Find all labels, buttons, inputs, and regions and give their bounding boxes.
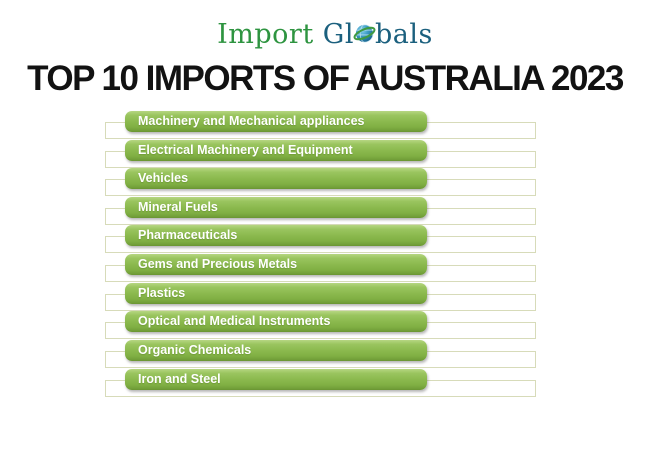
bar-chart: Machinery and Mechanical appliances Elec… [0,111,650,411]
table-row: Electrical Machinery and Equipment [0,140,650,169]
table-row: Optical and Medical Instruments [0,311,650,340]
table-row: Vehicles [0,168,650,197]
page-title: TOP 10 IMPORTS OF AUSTRALIA 2023 [27,59,624,98]
bar-pharmaceuticals: Pharmaceuticals [125,225,427,246]
logo-text-bals: bals [375,19,433,50]
table-row: Iron and Steel [0,369,650,398]
table-row: Mineral Fuels [0,197,650,226]
bar-machinery: Machinery and Mechanical appliances [125,111,427,132]
logo-text-gl: Gl [313,19,354,50]
bar-organic-chemicals: Organic Chemicals [125,340,427,361]
bar-mineral-fuels: Mineral Fuels [125,197,427,218]
table-row: Organic Chemicals [0,340,650,369]
table-row: Machinery and Mechanical appliances [0,111,650,140]
bar-plastics: Plastics [125,283,427,304]
globe-icon [353,20,376,43]
logo-text-import: Import [217,19,314,50]
brand-logo: Import Gl bals [0,18,650,52]
bar-gems: Gems and Precious Metals [125,254,427,275]
bar-optical: Optical and Medical Instruments [125,311,427,332]
table-row: Pharmaceuticals [0,225,650,254]
bar-vehicles: Vehicles [125,168,427,189]
table-row: Gems and Precious Metals [0,254,650,283]
table-row: Plastics [0,283,650,312]
bar-iron-steel: Iron and Steel [125,369,427,390]
bar-electrical: Electrical Machinery and Equipment [125,140,427,161]
